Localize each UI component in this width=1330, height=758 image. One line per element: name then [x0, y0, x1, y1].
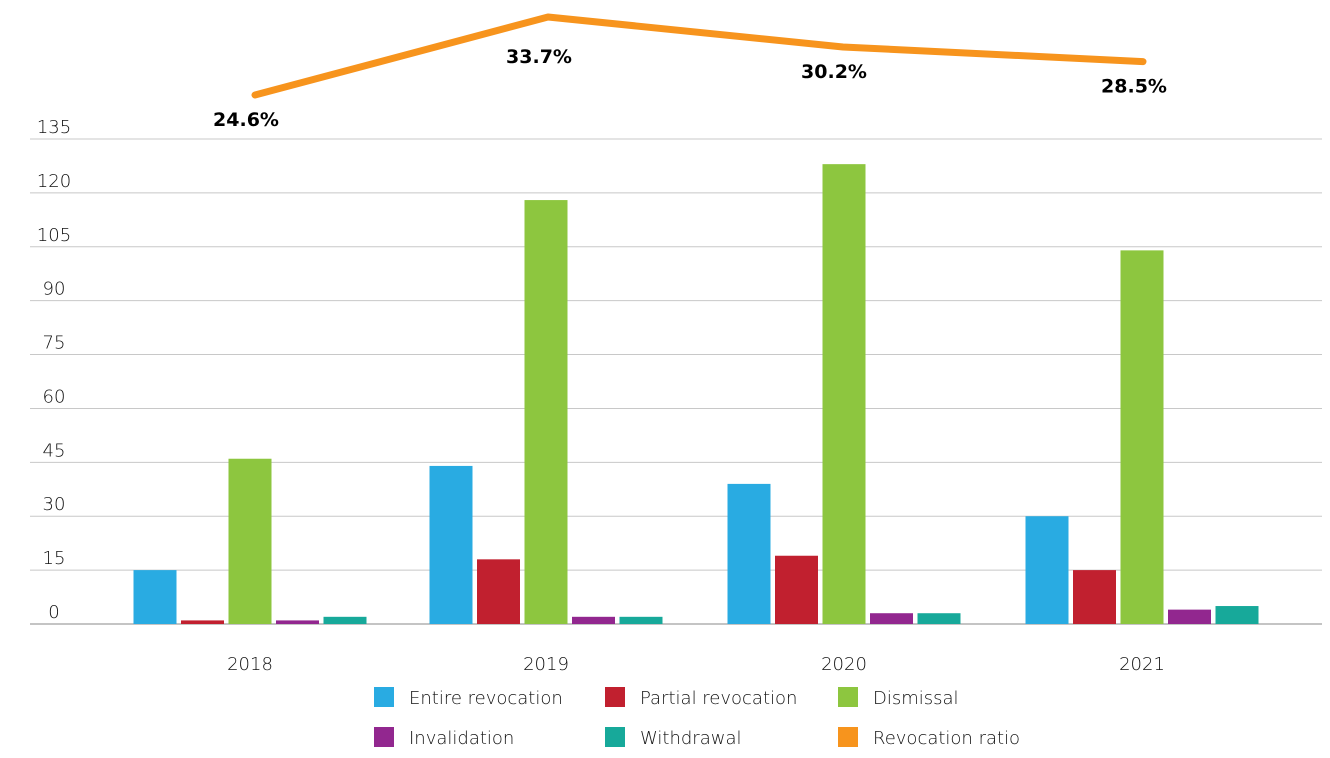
- bar-partial-revocation-2021: [1073, 570, 1116, 624]
- bar-dismissal-2018: [228, 458, 272, 624]
- legend-label-revocation-ratio: Revocation ratio: [873, 728, 1020, 749]
- x-tick-2021: 2021: [1119, 654, 1165, 675]
- y-tick-135: 135: [37, 117, 71, 138]
- bar-partial-revocation-2019: [477, 559, 520, 624]
- legend-swatch-invalidation: [374, 727, 394, 747]
- bar-dismissal-2019: [524, 200, 568, 624]
- legend-label-entire-revocation: Entire revocation: [409, 688, 563, 709]
- bar-entire-revocation-2021: [1025, 516, 1069, 624]
- bar-invalidation-2019: [572, 616, 615, 624]
- bar-withdrawal-2018: [323, 616, 367, 624]
- ratio-label-2018: 24.6%: [213, 109, 279, 131]
- legend-swatch-revocation-ratio: [838, 727, 858, 747]
- bar-invalidation-2018: [276, 620, 319, 624]
- bar-partial-revocation-2020: [775, 555, 818, 624]
- bar-invalidation-2021: [1168, 609, 1211, 624]
- legend-swatch-partial-revocation: [605, 687, 625, 707]
- legend-swatch-entire-revocation: [374, 687, 394, 707]
- y-tick-60: 60: [43, 386, 66, 407]
- bar-withdrawal-2020: [917, 613, 961, 624]
- y-tick-30: 30: [43, 494, 66, 515]
- bar-entire-revocation-2019: [429, 465, 473, 624]
- bar-withdrawal-2021: [1215, 606, 1259, 624]
- bar-entire-revocation-2020: [727, 483, 771, 624]
- x-tick-2020: 2020: [821, 654, 867, 675]
- bar-withdrawal-2019: [619, 616, 663, 624]
- legend-label-invalidation: Invalidation: [409, 728, 514, 749]
- revocation-ratio-line: [251, 13, 1147, 99]
- legend-label-dismissal: Dismissal: [873, 688, 959, 709]
- ratio-label-2021: 28.5%: [1101, 76, 1167, 98]
- legend-label-withdrawal: Withdrawal: [640, 728, 741, 749]
- y-tick-0: 0: [48, 602, 59, 623]
- bar-dismissal-2020: [822, 164, 866, 625]
- y-tick-75: 75: [43, 333, 66, 354]
- legend-label-partial-revocation: Partial revocation: [640, 688, 797, 709]
- y-tick-15: 15: [43, 548, 66, 569]
- y-tick-90: 90: [43, 279, 66, 300]
- bar-invalidation-2020: [870, 613, 913, 624]
- ratio-label-2020: 30.2%: [801, 61, 867, 83]
- ratio-label-2019: 33.7%: [506, 46, 572, 68]
- y-tick-105: 105: [37, 225, 71, 246]
- bar-partial-revocation-2018: [181, 620, 224, 624]
- bar-dismissal-2021: [1120, 250, 1164, 625]
- x-tick-2019: 2019: [523, 654, 569, 675]
- legend-swatch-dismissal: [838, 687, 858, 707]
- x-tick-2018: 2018: [227, 654, 273, 675]
- legend-swatch-withdrawal: [605, 727, 625, 747]
- y-tick-120: 120: [37, 171, 71, 192]
- y-tick-45: 45: [43, 440, 66, 461]
- bar-entire-revocation-2018: [133, 570, 177, 624]
